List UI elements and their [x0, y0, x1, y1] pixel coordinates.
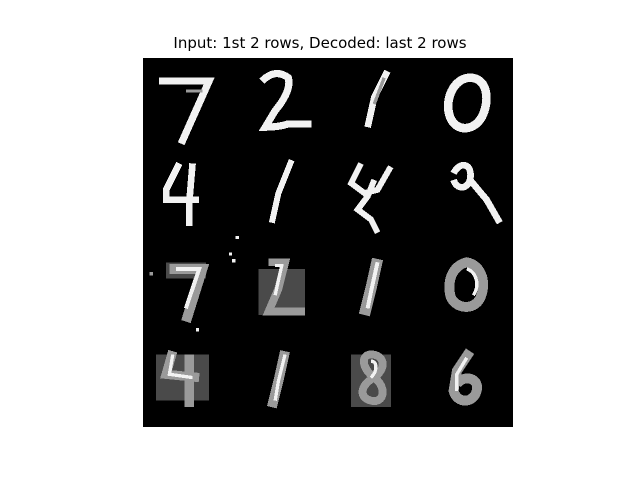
input-tile-1 — [268, 159, 295, 224]
input-tile-1 — [364, 69, 391, 128]
input-tile-4 — [347, 162, 394, 234]
decoded-tile-7 — [149, 262, 210, 324]
input-tile-2 — [258, 69, 312, 131]
input-tile-7 — [159, 77, 215, 146]
decoded-tile-6 — [448, 348, 482, 406]
decoded-tile-0 — [444, 257, 488, 312]
decoded-tile-8 — [351, 350, 391, 408]
digit-image-grid — [143, 58, 513, 427]
input-tile-4 — [162, 161, 200, 227]
input-tile-0 — [443, 73, 491, 133]
decoded-tile-4 — [156, 328, 210, 408]
decoded-tile-2 — [228, 235, 305, 316]
decoded-tile-1 — [358, 257, 384, 317]
decoded-tile-1 — [267, 350, 290, 409]
input-tile-9 — [450, 161, 503, 225]
figure-title: Input: 1st 2 rows, Decoded: last 2 rows — [173, 34, 467, 52]
